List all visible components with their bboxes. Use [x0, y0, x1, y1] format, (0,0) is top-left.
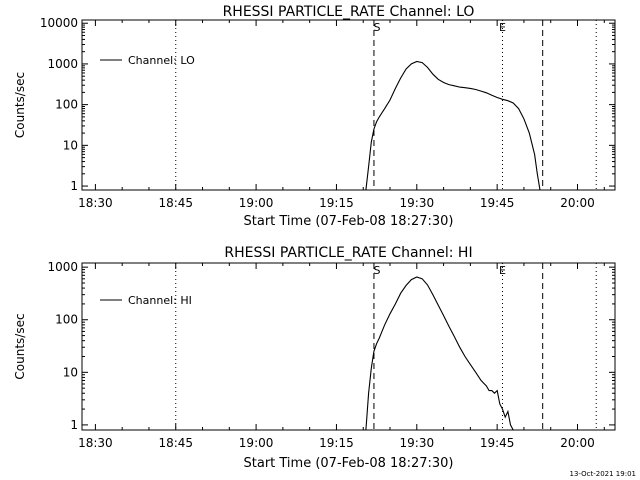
- x-tick-label: 19:00: [239, 436, 274, 450]
- marker-label-S: S: [373, 21, 380, 34]
- x-tick-label: 20:00: [560, 436, 595, 450]
- series-line-0: [365, 276, 514, 431]
- plot-frame: [81, 19, 616, 191]
- y-axis-label: Counts/sec: [13, 72, 27, 138]
- x-tick-label: 19:15: [319, 436, 354, 450]
- x-tick-label: 19:30: [400, 436, 435, 450]
- y-tick-label: 1000: [47, 260, 78, 274]
- x-tick-label: 18:45: [158, 436, 193, 450]
- chart-title: RHESSI PARTICLE_RATE Channel: HI: [224, 245, 472, 261]
- x-tick-label: 19:45: [480, 436, 515, 450]
- x-axis-label: Start Time (07-Feb-08 18:27:30): [244, 456, 454, 471]
- x-tick-label: 19:30: [400, 196, 435, 210]
- x-axis-label: Start Time (07-Feb-08 18:27:30): [244, 214, 454, 229]
- y-axis-label: Counts/sec: [13, 313, 27, 379]
- y-tick-label: 10: [63, 138, 78, 152]
- chart-title: RHESSI PARTICLE_RATE Channel: LO: [223, 4, 475, 20]
- y-tick-label: 100: [55, 98, 78, 112]
- legend-label: Channel: LO: [128, 54, 195, 67]
- marker-label-E: E: [499, 21, 506, 34]
- x-tick-label: 18:30: [78, 196, 113, 210]
- x-tick-label: 19:00: [239, 196, 274, 210]
- y-tick-label: 1: [70, 418, 78, 432]
- x-tick-label: 19:15: [319, 196, 354, 210]
- y-tick-label: 10: [63, 365, 78, 379]
- chart-panel-1: RHESSI PARTICLE_RATE Channel: HIS E18:30 1…: [13, 245, 616, 471]
- x-tick-label: 18:45: [158, 196, 193, 210]
- x-tick-label: 19:45: [480, 196, 515, 210]
- footer-timestamp: 13-Oct-2021 19:01: [570, 470, 636, 478]
- y-tick-label: 1: [70, 179, 78, 193]
- marker-label-S: S: [373, 264, 380, 277]
- legend-label: Channel: HI: [128, 294, 192, 307]
- x-tick-label: 20:00: [560, 196, 595, 210]
- chart-panel-0: RHESSI PARTICLE_RATE Channel: LOS E18:30 1…: [13, 4, 616, 229]
- y-tick-label: 1000: [47, 57, 78, 71]
- x-tick-label: 18:30: [78, 436, 113, 450]
- plot-frame: [81, 262, 616, 431]
- series-line-0: [365, 60, 541, 191]
- y-tick-label: 10000: [40, 16, 78, 30]
- marker-label-E: E: [499, 264, 506, 277]
- y-tick-label: 100: [55, 313, 78, 327]
